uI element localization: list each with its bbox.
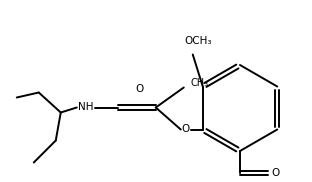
Text: O: O: [182, 124, 190, 134]
Text: CH₃: CH₃: [191, 78, 209, 88]
Text: NH: NH: [78, 102, 94, 112]
Text: O: O: [272, 168, 280, 178]
Text: OCH₃: OCH₃: [184, 35, 212, 46]
Text: O: O: [136, 84, 144, 94]
